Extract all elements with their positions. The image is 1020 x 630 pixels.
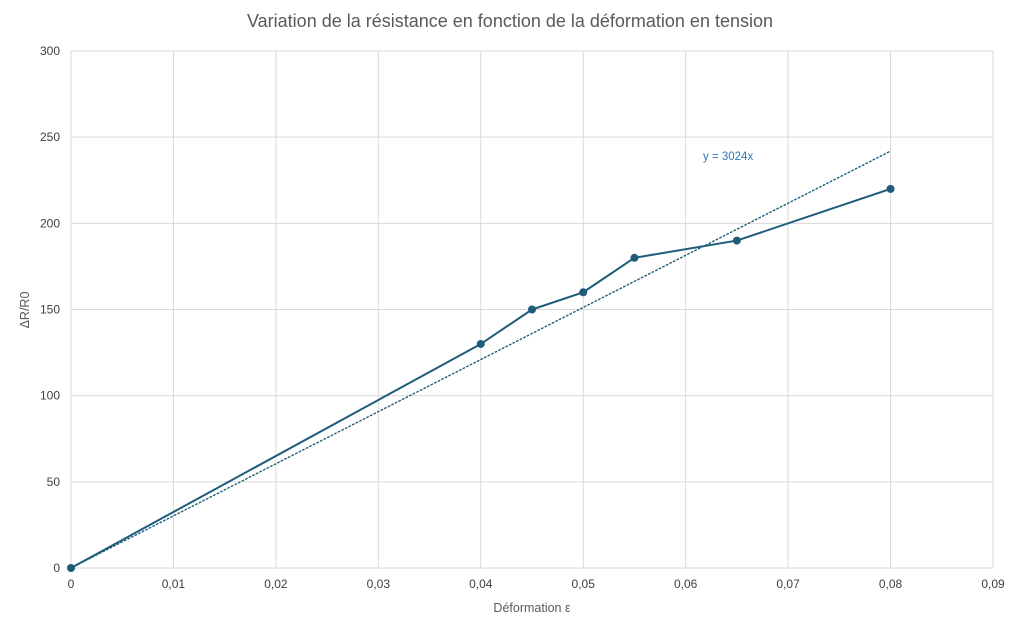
data-point (630, 253, 639, 262)
x-tick-label: 0 (68, 577, 75, 591)
x-tick-label: 0,09 (981, 577, 1005, 591)
data-point (579, 288, 588, 297)
x-axis-label: Déformation ε (493, 601, 571, 615)
data-point (528, 305, 536, 314)
x-tick-label: 0,03 (367, 577, 391, 591)
data-point (732, 236, 741, 245)
y-tick-label: 250 (40, 130, 60, 144)
x-tick-label: 0,01 (162, 577, 186, 591)
y-tick-label: 150 (40, 303, 60, 317)
x-axis-ticks: 0 0,01 0,02 0,03 0,04 0,05 0,06 0,07 0,08 0,09 (68, 577, 1005, 591)
x-tick-label: 0,06 (674, 577, 698, 591)
data-point (476, 339, 485, 348)
y-tick-label: 200 (40, 216, 60, 230)
series-layer (67, 184, 895, 572)
x-tick-label: 0,07 (776, 577, 800, 591)
y-axis-label: ΔR/R0 (18, 292, 32, 329)
x-tick-label: 0,05 (572, 577, 596, 591)
y-tick-label: 0 (53, 561, 60, 575)
data-point (67, 564, 75, 572)
trendline (70, 150, 892, 569)
x-tick-label: 0,08 (879, 577, 903, 591)
x-tick-label: 0,02 (264, 577, 288, 591)
trendline-equation: y = 3024x (703, 151, 753, 163)
grid (70, 50, 994, 569)
y-axis-ticks: 0 50 100 150 200 250 300 (40, 44, 60, 575)
x-tick-label: 0,04 (469, 577, 493, 591)
y-tick-label: 300 (40, 44, 60, 58)
chart-title: Variation de la résistance en fonction d… (247, 11, 773, 31)
trendline-layer (70, 150, 892, 569)
y-tick-label: 100 (40, 389, 60, 403)
data-point (886, 184, 895, 193)
y-tick-label: 50 (47, 475, 61, 489)
